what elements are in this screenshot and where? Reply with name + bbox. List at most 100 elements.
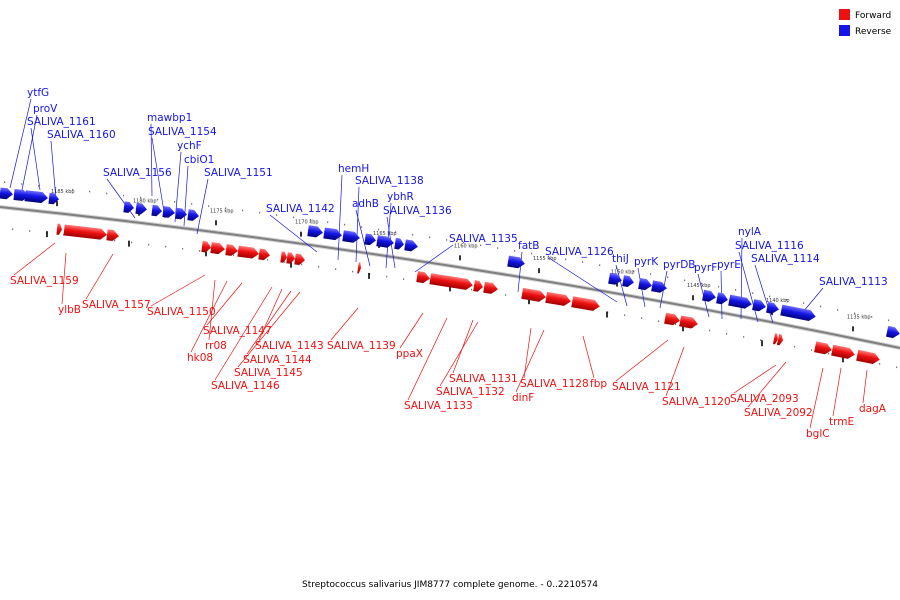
reverse-gene-arrow — [123, 201, 134, 213]
forward-gene-label-dinf: dinF — [512, 392, 534, 404]
minor-tick — [803, 302, 805, 304]
reverse-gene-label-pyrf: pyrF — [694, 262, 717, 274]
forward-leader-line — [85, 253, 114, 300]
minor-tick — [242, 209, 244, 212]
reverse-gene-label-ytfg: ytfG — [27, 87, 49, 99]
forward-gene-label-saliva-1143: SALIVA_1143 — [255, 340, 324, 352]
reverse-leader-line — [615, 264, 628, 307]
reverse-gene-label-saliva-1135: SALIVA_1135 — [449, 233, 518, 245]
legend-label-forward: Forward — [855, 11, 891, 21]
forward-leader-line — [150, 274, 206, 307]
legend-swatch-reverse — [839, 25, 850, 36]
forward-gene-label-saliva-1144: SALIVA_1144 — [243, 354, 312, 366]
minor-tick — [310, 218, 312, 221]
gene-arrows — [0, 187, 900, 364]
reverse-gene-arrow — [162, 206, 175, 218]
reverse-leader-line — [21, 114, 38, 191]
reverse-leader-line — [9, 98, 32, 189]
reverse-leader-line — [385, 202, 392, 269]
reverse-gene-label-ychf: ychF — [177, 140, 202, 152]
reverse-gene-arrow — [766, 301, 779, 314]
reverse-gene-label-cbio1: cbiO1 — [184, 154, 214, 166]
minor-tick — [599, 264, 601, 266]
minor-tick — [480, 244, 482, 247]
reverse-gene-arrow — [780, 304, 816, 322]
minor-tick — [199, 250, 201, 252]
scale-ticks: 1185 kbp 1180 kbp 1175 kbp 1170 kbp 1165 kbp… — [46, 189, 871, 363]
minor-tick — [794, 345, 796, 348]
forward-gene-label-saliva-2092: SALIVA_2092 — [744, 407, 813, 419]
forward-gene-arrow — [225, 244, 238, 256]
reverse-gene-arrow — [507, 255, 525, 269]
scale-tick-label: 1160 kbp — [454, 243, 478, 249]
reverse-gene-arrow — [307, 225, 323, 238]
reverse-gene-arrow — [48, 192, 59, 205]
scale-tick-label: 1145 kbp — [687, 283, 711, 289]
forward-gene-arrow — [56, 223, 62, 235]
reverse-leader-line — [150, 123, 153, 197]
minor-tick — [667, 276, 669, 279]
forward-gene-label-saliva-1128: SALIVA_1128 — [520, 378, 589, 390]
reverse-gene-label-saliva-1161: SALIVA_1161 — [27, 116, 96, 128]
forward-leader-line — [246, 290, 292, 355]
minor-tick — [871, 315, 873, 318]
minor-tick — [752, 292, 754, 294]
backbone-line — [0, 206, 900, 349]
reverse-gene-label-ybhr: ybhR — [387, 191, 414, 203]
forward-gene-label-saliva-1147: SALIVA_1147 — [203, 325, 272, 337]
reverse-gene-label-saliva-1154: SALIVA_1154 — [148, 126, 217, 138]
forward-leader-line — [515, 329, 545, 393]
forward-leader-line — [61, 252, 67, 305]
minor-tick — [879, 362, 881, 365]
minor-tick — [658, 320, 660, 323]
forward-gene-label-saliva-1131: SALIVA_1131 — [449, 373, 518, 385]
minor-tick — [157, 198, 159, 201]
forward-gene-label-ppax: ppaX — [396, 348, 423, 360]
minor-tick — [837, 309, 839, 311]
forward-gene-label-rr08: rr08 — [205, 340, 227, 352]
reverse-gene-label-fatb: fatB — [518, 240, 539, 252]
reverse-leader-line — [269, 214, 318, 253]
reverse-gene-arrow — [608, 272, 622, 285]
reverse-leader-line — [30, 127, 41, 191]
reverse-gene-arrow — [323, 227, 342, 241]
minor-tick — [148, 243, 150, 246]
minor-tick — [89, 190, 91, 193]
minor-tick — [684, 279, 686, 282]
reverse-gene-arrow — [886, 325, 900, 339]
scale-tick-label: 1175 kbp — [210, 208, 234, 214]
forward-gene-arrow — [679, 315, 698, 329]
reverse-gene-label-saliva-1138: SALIVA_1138 — [355, 175, 424, 187]
minor-tick — [624, 314, 626, 316]
forward-leader-line — [206, 282, 243, 326]
reverse-gene-label-nyla: nylA — [738, 226, 762, 238]
genome-backbone — [0, 205, 900, 350]
forward-leader-line — [747, 361, 787, 408]
forward-leader-line — [13, 242, 56, 276]
forward-leader-line — [237, 291, 301, 368]
reverse-gene-label-saliva-1156: SALIVA_1156 — [103, 167, 172, 179]
forward-gene-label-trme: trmE — [829, 416, 854, 428]
minor-tick — [701, 282, 703, 285]
forward-gene-arrow — [483, 281, 498, 294]
forward-gene-label-saliva-1150: SALIVA_1150 — [147, 306, 216, 318]
reverse-gene-arrow — [622, 275, 634, 288]
minor-tick — [641, 317, 643, 319]
minor-tick — [709, 329, 711, 332]
minor-tick — [114, 239, 116, 242]
minor-tick — [548, 255, 550, 258]
forward-gene-arrow — [63, 224, 107, 240]
minor-tick — [106, 192, 108, 195]
minor-tick — [386, 275, 388, 278]
reverse-leader-line — [355, 186, 360, 263]
minor-tick — [463, 241, 465, 244]
minor-tick — [21, 183, 23, 185]
forward-gene-label-fbp: fbp — [590, 378, 607, 390]
minor-tick — [165, 245, 167, 248]
forward-leader-line — [862, 369, 868, 404]
reverse-gene-arrow — [651, 280, 667, 293]
reverse-gene-label-pyre: pyrE — [717, 259, 741, 271]
forward-leader-line — [665, 346, 685, 397]
